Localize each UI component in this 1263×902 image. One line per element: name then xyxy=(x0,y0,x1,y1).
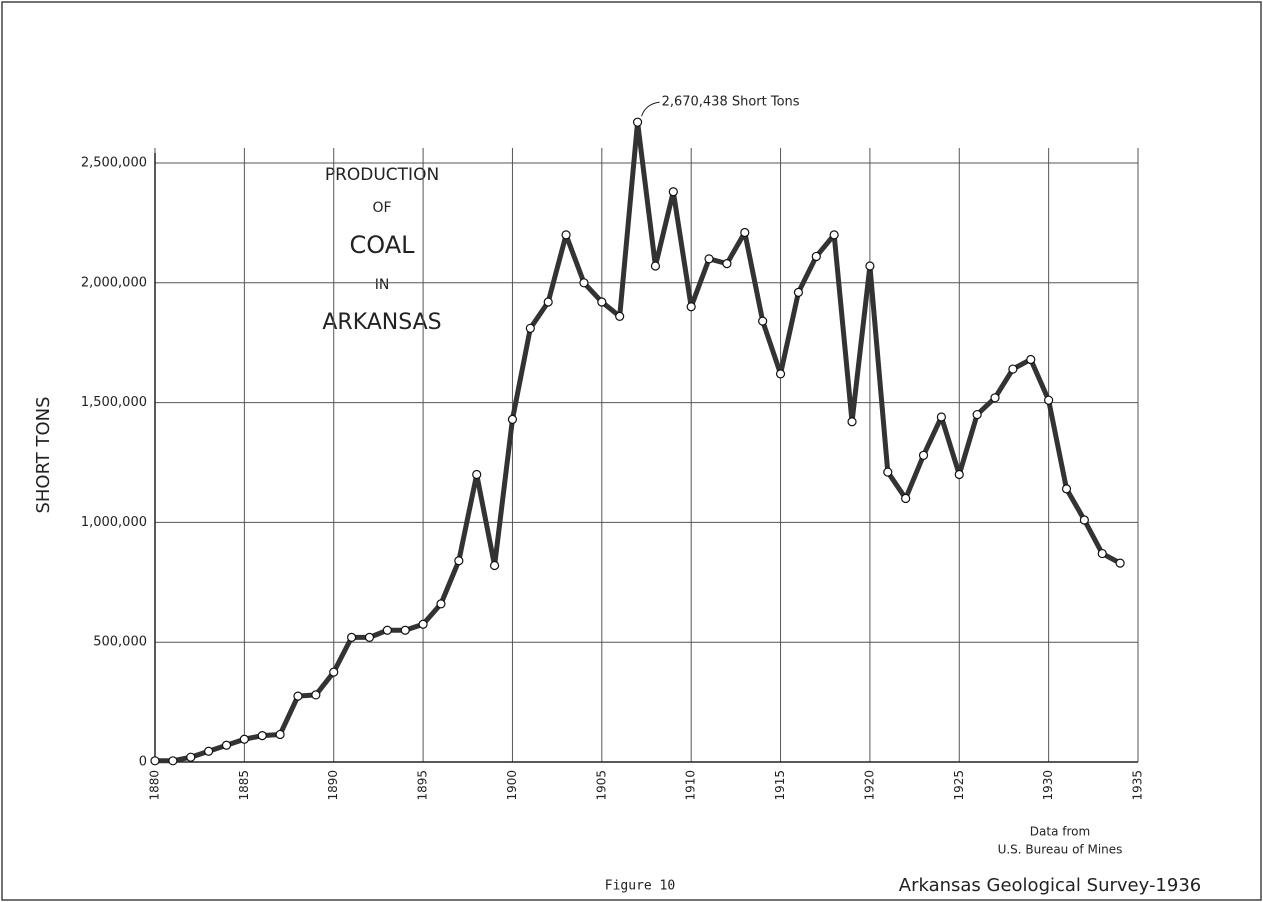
source: U.S. Bureau of Mines xyxy=(998,843,1123,857)
data-point xyxy=(168,756,178,766)
title-line: IN xyxy=(375,277,390,293)
y-tick-label: 1,000,000 xyxy=(81,515,147,530)
data-point xyxy=(489,560,500,571)
data-point xyxy=(668,187,678,197)
data-point xyxy=(704,254,714,264)
x-tick-label: 1895 xyxy=(416,770,430,801)
data-point xyxy=(347,632,357,643)
data-point xyxy=(829,230,839,240)
data-point xyxy=(632,117,643,127)
source: Data from xyxy=(1030,825,1090,839)
x-tick-label: 1905 xyxy=(594,770,608,801)
data-point xyxy=(579,278,589,288)
data-point xyxy=(186,752,196,762)
data-point xyxy=(1044,395,1054,405)
data-point xyxy=(597,297,607,307)
data-point xyxy=(615,311,625,321)
data-point xyxy=(293,691,303,701)
data-point xyxy=(847,417,857,427)
data-point xyxy=(400,625,410,635)
data-point xyxy=(221,740,232,750)
y-tick-label: 2,500,000 xyxy=(81,156,147,171)
annotation: 2,670,438 Short Tons xyxy=(662,95,800,110)
data-point xyxy=(257,731,267,741)
x-tick-label: 1890 xyxy=(326,770,340,801)
data-point xyxy=(329,667,339,677)
data-point xyxy=(382,625,392,635)
y-tick-label: 1,500,000 xyxy=(81,395,147,410)
figure-label: Figure 10 xyxy=(605,879,675,894)
data-point xyxy=(811,251,821,262)
data-point xyxy=(990,393,1000,403)
data-point xyxy=(1079,515,1089,525)
data-point xyxy=(775,369,786,379)
x-tick-label: 1920 xyxy=(862,770,876,801)
title-line: OF xyxy=(372,200,391,216)
data-point xyxy=(686,302,696,312)
credit: Arkansas Geological Survey-1936 xyxy=(899,875,1202,896)
data-point xyxy=(918,450,929,460)
series-line xyxy=(155,119,1122,764)
data-point xyxy=(936,412,947,422)
data-point xyxy=(311,690,321,700)
data-point xyxy=(758,316,768,326)
x-tick-label: 1935 xyxy=(1131,770,1145,801)
y-axis-label: SHORT TONS xyxy=(33,396,54,513)
title-line: ARKANSAS xyxy=(322,310,441,335)
data-point xyxy=(901,493,911,504)
data-point xyxy=(543,297,553,307)
data-point xyxy=(507,414,518,424)
data-point xyxy=(418,619,428,629)
y-tick-label: 2,000,000 xyxy=(81,275,147,290)
y-tick-label: 500,000 xyxy=(93,635,147,650)
data-point xyxy=(150,756,160,766)
annotation-arrow xyxy=(641,101,660,117)
data-point xyxy=(561,230,571,240)
x-tick-label: 1910 xyxy=(684,770,698,801)
data-point xyxy=(740,227,750,238)
data-point xyxy=(972,409,982,420)
data-point xyxy=(239,734,249,744)
data-point xyxy=(436,599,446,609)
data-point xyxy=(1026,354,1036,365)
data-point xyxy=(525,323,535,333)
title-line: COAL xyxy=(349,231,415,259)
x-tick-label: 1880 xyxy=(148,770,162,801)
data-point xyxy=(454,556,464,566)
x-tick-label: 1885 xyxy=(237,770,251,801)
data-point xyxy=(1115,558,1125,568)
y-tick-label: 0 xyxy=(139,755,147,770)
data-point xyxy=(204,746,214,756)
data-point xyxy=(793,287,804,297)
data-point xyxy=(722,259,732,269)
data-point xyxy=(865,261,875,271)
x-tick-label: 1900 xyxy=(505,770,519,801)
data-point xyxy=(650,261,661,271)
data-point xyxy=(472,469,482,480)
x-tick-label: 1925 xyxy=(952,770,966,801)
data-point xyxy=(1061,484,1072,494)
data-point xyxy=(1008,364,1018,374)
data-point xyxy=(1097,548,1107,559)
data-point xyxy=(275,729,285,740)
data-point xyxy=(364,632,375,643)
x-tick-label: 1930 xyxy=(1041,770,1055,801)
x-tick-label: 1915 xyxy=(773,770,787,801)
title-line: PRODUCTION xyxy=(325,165,439,185)
data-point xyxy=(883,467,893,477)
data-point xyxy=(954,469,964,480)
